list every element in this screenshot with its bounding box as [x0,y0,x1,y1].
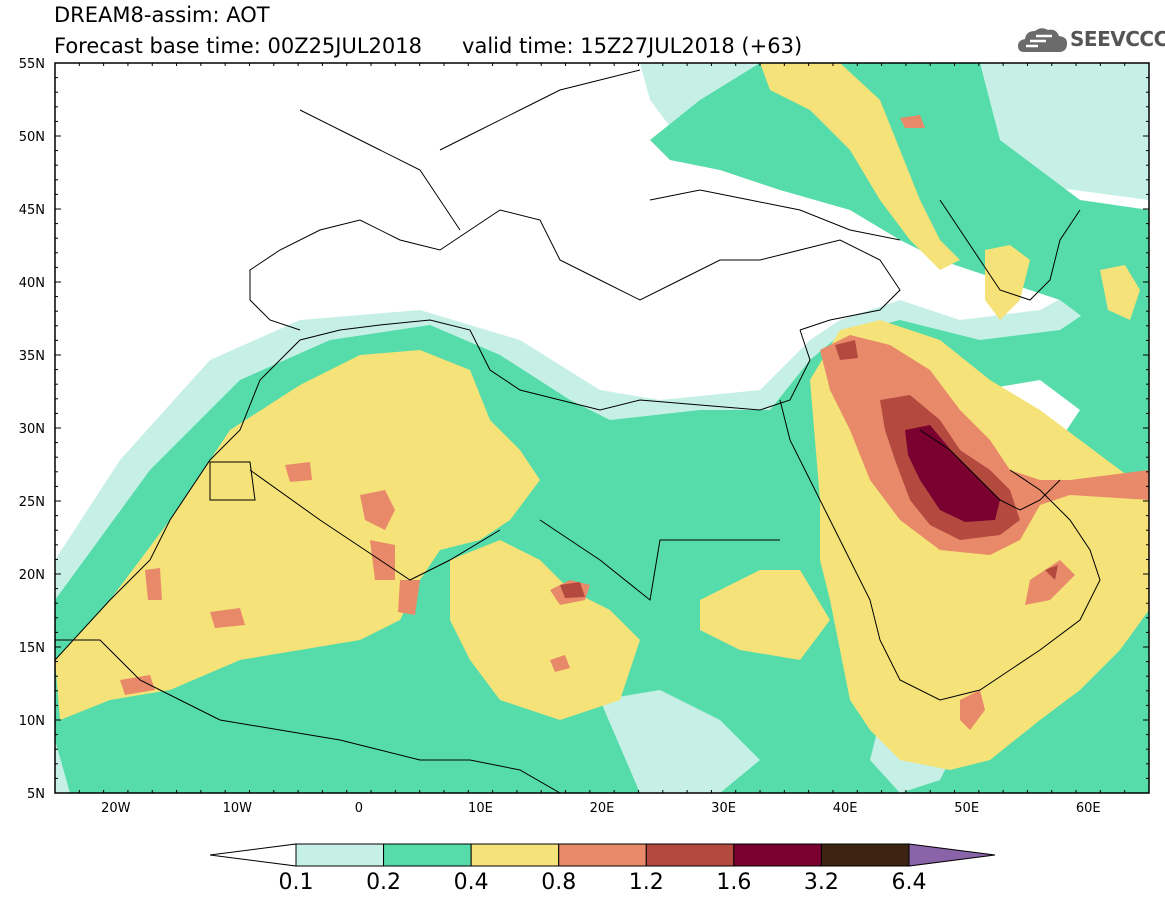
colorbar-swatch [820,843,910,867]
colorbar [209,843,996,867]
lon-tick-label: 10W [223,801,253,816]
lat-tick-label: 25N [19,495,45,510]
lon-tick-label: 0 [355,801,363,816]
colorbar-label: 3.2 [803,870,839,895]
colorbar-swatch [295,843,385,867]
logo-text: SEEVCCC [1070,27,1165,51]
longitude-labels: 20W 10W 0 10E 20E 30E 40E 50E 60E [101,801,1101,816]
colorbar-label: 0.8 [541,870,577,895]
colorbar-over [908,843,996,867]
colorbar-swatch [558,843,647,867]
colorbar-swatch [383,843,472,867]
forecast-time-subtitle: Forecast base time: 00Z25JUL2018 valid t… [54,34,803,58]
map-title: DREAM8-assim: AOT [54,3,270,27]
lon-tick-label: 20E [590,801,615,816]
colorbar-under [209,843,297,867]
coastlines [55,69,1101,793]
aot-field [55,63,1149,793]
lat-tick-label: 50N [19,130,45,145]
lon-tick-label: 50E [954,801,979,816]
lon-tick-label: 60E [1076,801,1101,816]
lon-tick-label: 30E [711,801,736,816]
colorbar-label: 0.4 [453,870,489,895]
lat-tick-label: 5N [27,787,45,802]
colorbar-swatch [733,843,822,867]
lat-tick-label: 35N [19,349,45,364]
lat-tick-label: 45N [19,203,45,218]
colorbar-swatch [645,843,735,867]
lon-tick-label: 10E [468,801,493,816]
lat-tick-label: 20N [19,568,45,583]
colorbar-swatch [470,843,560,867]
lon-tick-label: 40E [833,801,858,816]
lat-tick-label: 10N [19,714,45,729]
colorbar-label: 6.4 [891,870,927,895]
colorbar-label: 1.2 [628,870,664,895]
lat-tick-label: 55N [19,57,45,72]
cloud-icon [1018,28,1068,52]
colorbar-label: 0.2 [366,870,402,895]
lon-tick-label: 20W [101,801,131,816]
lat-tick-label: 30N [19,422,45,437]
lat-tick-label: 40N [19,276,45,291]
lat-tick-label: 15N [19,641,45,656]
latitude-labels: 55N 50N 45N 40N 35N 30N 25N 20N 15N 10N 5N [19,57,45,802]
colorbar-label: 0.1 [278,870,314,895]
colorbar-label: 1.6 [716,870,752,895]
